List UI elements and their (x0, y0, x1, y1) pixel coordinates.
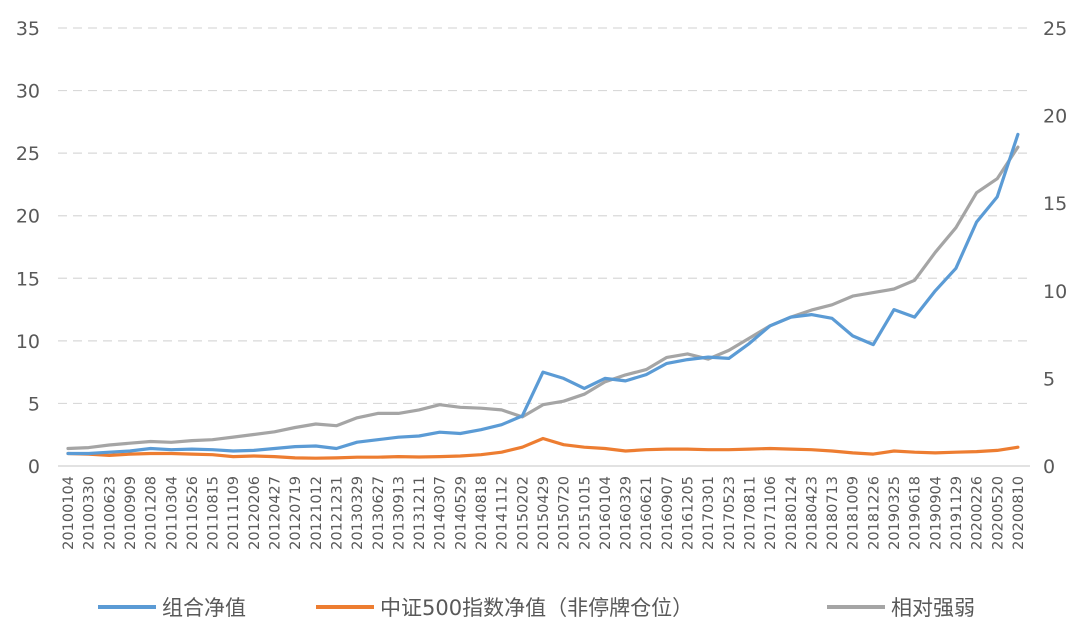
left-tick-label: 25 (16, 143, 40, 165)
x-tick-label: 20190618 (908, 476, 924, 550)
x-tick-label: 20130627 (371, 476, 387, 550)
legend-label: 相对强弱 (891, 596, 975, 620)
x-tick-label: 20151015 (577, 476, 593, 550)
x-tick-label: 20170811 (742, 476, 758, 550)
x-tick-label: 20110304 (164, 476, 180, 550)
left-tick-label: 10 (16, 331, 40, 353)
x-tick-label: 20121231 (329, 476, 345, 550)
left-tick-label: 30 (16, 81, 40, 103)
x-tick-label: 20200810 (1011, 476, 1027, 550)
x-tick-label: 20130329 (350, 476, 366, 550)
right-tick-label: 15 (1043, 193, 1067, 215)
x-tick-label: 20150429 (536, 476, 552, 550)
x-tick-label: 20191129 (949, 476, 965, 550)
left-tick-label: 0 (28, 456, 40, 478)
x-tick-label: 20100623 (102, 476, 118, 550)
left-axis: 0 5 10 15 20 25 30 35 (16, 18, 40, 478)
series-layer (66, 132, 1020, 460)
x-tick-label: 20181009 (846, 476, 862, 550)
gridlines (58, 27, 1030, 467)
x-tick-label: 20120427 (268, 476, 284, 550)
x-tick-label: 20190325 (887, 476, 903, 550)
x-tick-label: 20161205 (681, 476, 697, 550)
x-tick-label: 20140307 (433, 476, 449, 550)
x-tick-label: 20180124 (784, 476, 800, 550)
right-axis: 0 5 10 15 20 25 (1043, 18, 1067, 478)
legend-label: 中证500指数净值（非停牌仓位） (380, 596, 693, 620)
x-tick-label: 20160621 (639, 476, 655, 550)
x-tick-label: 20101208 (144, 476, 160, 550)
x-tick-label: 20121012 (309, 476, 325, 550)
series-line-1 (66, 436, 1020, 460)
x-tick-label: 20200520 (990, 476, 1006, 550)
x-tick-label: 20110526 (185, 476, 201, 550)
x-tick-label: 20110815 (206, 476, 222, 550)
x-tick-label: 20100330 (82, 476, 98, 550)
x-tick-label: 20180713 (825, 476, 841, 550)
legend: 组合净值 中证500指数净值（非停牌仓位） 相对强弱 (98, 596, 975, 620)
x-tick-label: 20130913 (391, 476, 407, 550)
series-line-2 (66, 145, 1020, 451)
x-axis: 20100104 20100330 20100623 20100909 20101208… (61, 476, 1027, 550)
x-tick-label: 20171106 (763, 476, 779, 550)
x-tick-label: 20160907 (660, 476, 676, 550)
x-tick-label: 20140529 (453, 476, 469, 550)
right-tick-label: 5 (1043, 368, 1055, 390)
right-tick-label: 0 (1043, 456, 1055, 478)
left-tick-label: 20 (16, 206, 40, 228)
legend-label: 组合净值 (162, 596, 246, 620)
x-tick-label: 20150202 (515, 476, 531, 550)
x-tick-label: 20180423 (804, 476, 820, 550)
x-tick-label: 20150720 (557, 476, 573, 550)
x-tick-label: 20170523 (722, 476, 738, 550)
x-tick-label: 20100909 (123, 476, 139, 550)
x-tick-label: 20120719 (288, 476, 304, 550)
x-tick-label: 20111109 (226, 476, 242, 550)
x-tick-label: 20170301 (701, 476, 717, 550)
x-tick-label: 20181226 (866, 476, 882, 550)
left-tick-label: 15 (16, 268, 40, 290)
x-tick-label: 20141112 (495, 476, 511, 550)
x-tick-label: 20190904 (928, 476, 944, 550)
right-tick-label: 10 (1043, 281, 1067, 303)
x-tick-label: 20160329 (619, 476, 635, 550)
x-tick-label: 20140818 (474, 476, 490, 550)
x-tick-label: 20120206 (247, 476, 263, 550)
right-tick-label: 20 (1043, 106, 1067, 128)
x-tick-label: 20131211 (412, 476, 428, 550)
left-tick-label: 35 (16, 18, 40, 40)
x-tick-label: 20100104 (61, 476, 77, 550)
x-tick-label: 20160104 (598, 476, 614, 550)
x-tick-label: 20200226 (970, 476, 986, 550)
right-tick-label: 25 (1043, 18, 1067, 40)
series-line-0 (66, 132, 1020, 456)
left-tick-label: 5 (28, 393, 40, 415)
